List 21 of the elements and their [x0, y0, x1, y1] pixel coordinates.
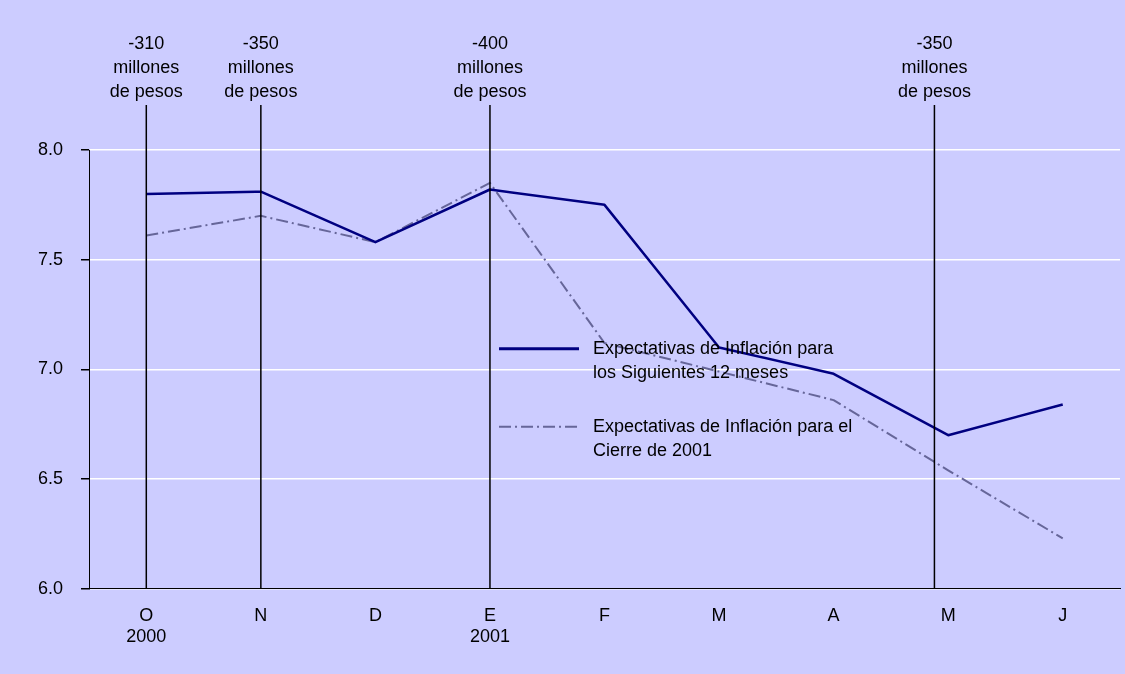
x-tick-label: A — [827, 604, 840, 625]
x-tick-label: F — [599, 604, 611, 625]
x-tick-label: M — [711, 604, 727, 625]
y-tick-label: 7.0 — [37, 358, 64, 379]
ref-line-label: -400 millones de pesos — [453, 32, 527, 101]
x-tick-label: E 2001 — [469, 604, 510, 647]
line-series — [145, 181, 1064, 540]
y-tick-label: 6.5 — [37, 468, 64, 489]
x-tick-label: D — [368, 604, 382, 625]
x-tick-label: J — [1058, 604, 1068, 625]
y-tick-label: 8.0 — [37, 138, 64, 159]
ref-line-label: -350 millones de pesos — [224, 32, 298, 101]
legend-label: Expectativas de Inflación para los Siguientes 12 meses — [593, 337, 835, 382]
y-tick-label: 7.5 — [37, 248, 64, 269]
x-tick-label: M — [940, 604, 956, 625]
text: -350 millones de pesos — [897, 32, 971, 101]
x-tick-label: O 2000 — [126, 604, 167, 647]
y-tick-label: 6.0 — [37, 577, 64, 598]
legend-label: Expectativas de Inflación para el Cierre de 2001 — [593, 415, 853, 460]
x-tick-label: N — [254, 604, 268, 625]
ref-line-label: -310 millones de pesos — [109, 32, 183, 101]
